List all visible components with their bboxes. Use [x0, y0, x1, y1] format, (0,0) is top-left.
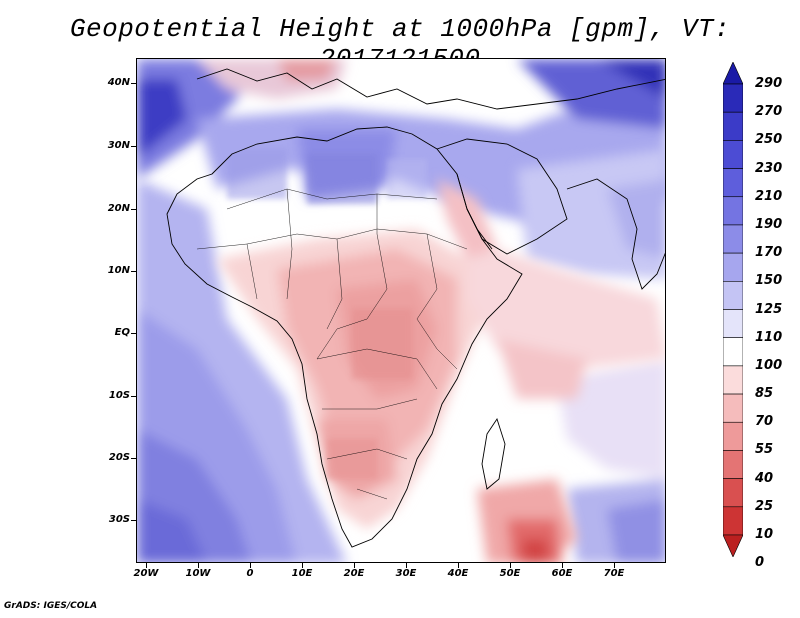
- lon-label: 30E: [395, 568, 417, 579]
- lon-label: 0: [246, 568, 254, 579]
- lat-label: 40N: [107, 77, 130, 88]
- lon-label: 20E: [343, 568, 365, 579]
- lon-label: 10W: [185, 568, 211, 579]
- colorbar-label: 40: [755, 470, 774, 486]
- colorbar-cell: [723, 111, 743, 141]
- colorbar-cell: [723, 83, 743, 113]
- tick-lat-40n: [131, 83, 136, 84]
- lon-label: 60E: [551, 568, 573, 579]
- coastlines: [166, 68, 665, 548]
- country-borders: [196, 188, 468, 500]
- colorbar-cell: [723, 309, 743, 338]
- tick-lat-10n: [131, 271, 136, 272]
- lon-label: 70E: [603, 568, 625, 579]
- colorbar-label: 270: [755, 104, 783, 120]
- geopotential-map: [137, 59, 665, 562]
- lon-label: 40E: [447, 568, 469, 579]
- colorbar: [723, 62, 743, 557]
- colorbar-label: 210: [755, 188, 783, 204]
- lat-label: EQ: [114, 327, 130, 338]
- colorbar-label: 70: [755, 414, 774, 430]
- colorbar-cell: [723, 450, 743, 479]
- colorbar-label: 55: [755, 442, 774, 458]
- tick-lon: [510, 563, 511, 568]
- tick-lat-10s: [131, 396, 136, 397]
- colorbar-cell: [723, 224, 743, 254]
- colorbar-label: 125: [755, 301, 783, 317]
- colorbar-label: 25: [755, 498, 774, 514]
- tick-lon: [302, 563, 303, 568]
- tick-lat-eq: [131, 333, 136, 334]
- tick-lon: [354, 563, 355, 568]
- colorbar-cell: [723, 393, 743, 423]
- tick-lon: [146, 563, 147, 568]
- colorbar-cell: [723, 281, 743, 310]
- colorbar-cell: [723, 140, 743, 169]
- field-western-ocean: [137, 179, 347, 562]
- tick-lon: [562, 563, 563, 568]
- colorbar-cell: [723, 168, 743, 198]
- lat-label: 10N: [107, 265, 130, 276]
- footer-credit: GrADS: IGES/COLA: [4, 601, 98, 611]
- colorbar-label: 85: [755, 386, 774, 402]
- colorbar-cell: [723, 337, 743, 367]
- tick-lon: [406, 563, 407, 568]
- lat-label: 20N: [107, 203, 130, 214]
- lat-label: 30S: [108, 514, 130, 525]
- lat-label: 10S: [108, 390, 130, 401]
- tick-lon: [458, 563, 459, 568]
- colorbar-bottom-triangle: [723, 534, 743, 557]
- lat-label: 20S: [108, 452, 130, 463]
- colorbar-label: 10: [755, 527, 774, 542]
- field-indian-ocean: [517, 149, 665, 562]
- lat-label: 30N: [107, 140, 130, 151]
- lon-label: 10E: [291, 568, 313, 579]
- colorbar-cell: [723, 506, 743, 536]
- colorbar-label: 0: [755, 555, 765, 571]
- colorbar-label: 230: [755, 160, 783, 176]
- colorbar-cell: [723, 478, 743, 508]
- colorbar-cell: [723, 196, 743, 226]
- colorbar-label: 250: [755, 132, 783, 148]
- tick-lon: [614, 563, 615, 568]
- map-panel: [136, 58, 666, 563]
- colorbar-cell: [723, 252, 743, 282]
- colorbar-label: 170: [755, 245, 783, 261]
- lon-label: 20W: [133, 568, 159, 579]
- colorbar-cell: [723, 421, 743, 451]
- colorbar-label: 150: [755, 273, 783, 289]
- lon-label: 50E: [499, 568, 521, 579]
- colorbar-label: 110: [755, 329, 783, 345]
- tick-lon: [250, 563, 251, 568]
- colorbar-cell: [723, 365, 743, 395]
- tick-lon: [198, 563, 199, 568]
- field-land-texture: [227, 149, 427, 479]
- tick-lat-20n: [131, 209, 136, 210]
- tick-lat-20s: [131, 458, 136, 459]
- tick-lat-30s: [131, 520, 136, 521]
- colorbar-label: 290: [755, 76, 783, 91]
- colorbar-label: 190: [755, 216, 783, 232]
- colorbar-top-triangle: [723, 62, 743, 85]
- colorbar-label: 100: [755, 357, 783, 373]
- tick-lat-30n: [131, 146, 136, 147]
